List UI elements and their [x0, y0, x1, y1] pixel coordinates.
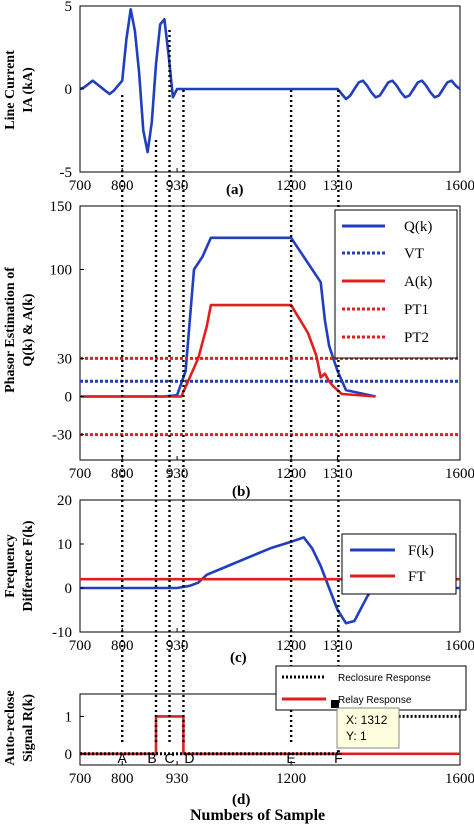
y-tick-label: -10: [52, 625, 72, 641]
y-tick-label: 0: [65, 390, 73, 406]
legend-c-ft: FT: [408, 569, 426, 585]
panel-d-ylabel-line2: Signal R(k): [21, 694, 36, 762]
y-tick-label: 10: [57, 537, 72, 553]
vertical-guides: [121, 30, 340, 745]
legend-b-vt: VT: [404, 246, 424, 262]
y-tick-label: -5: [60, 165, 73, 181]
x-tick-label: 1200: [276, 466, 306, 482]
panel-c-frame: [79, 499, 461, 633]
y-tick-label: 0: [65, 747, 73, 763]
y-tick-label: 20: [57, 493, 72, 509]
panel-b-frame: [79, 205, 461, 461]
panel-d-label: (d): [232, 792, 250, 808]
legend-d-relay: Relay Response: [338, 695, 412, 706]
x-tick-label: 700: [69, 638, 92, 654]
panel-c-ylabel-line2: Difference F(k): [21, 520, 36, 611]
marker-b: B: [147, 750, 156, 766]
x-tick-label: 800: [111, 466, 134, 482]
legend-b-pt1: PT1: [404, 302, 429, 318]
panel-b-label: (b): [232, 484, 250, 500]
legend-b-qk: Q(k): [404, 219, 432, 235]
marker-a: A: [118, 750, 128, 766]
x-tick-label: 700: [69, 466, 92, 482]
panel-d-frame: [79, 693, 461, 766]
legend-b-ak: A(k): [404, 274, 432, 290]
datatip[interactable]: X: 1312 Y: 1: [331, 700, 400, 749]
panel-b-ylabel-line1: Phasor Estimation of: [3, 267, 18, 393]
panel-c-ylabel-line1: Frequency: [3, 534, 18, 598]
panel-a-ylabel-line2: IA (kA): [21, 67, 36, 113]
x-tick-label: 930: [166, 771, 189, 787]
panel-b-ylabel-line2: Q(k) & A(k): [21, 293, 36, 366]
marker-f: F: [334, 750, 343, 766]
legend-c-fk: F(k): [408, 543, 434, 559]
marker-c: C: [164, 750, 174, 766]
marker-d: D: [184, 750, 194, 766]
panel-a-label: (a): [226, 182, 244, 198]
x-tick-label: 1200: [276, 771, 306, 787]
y-tick-label: -30: [52, 428, 72, 444]
series-q-k--panel-1: [80, 236, 376, 398]
x-tick-label: 700: [69, 178, 92, 194]
datatip-x: X: 1312: [346, 713, 388, 727]
x-tick-label: 700: [69, 771, 92, 787]
panel-d-ylabel-line1: Auto-reclose: [3, 690, 18, 765]
x-tick-label: 1600: [445, 178, 474, 194]
marker-e: E: [286, 750, 295, 766]
y-tick-label: 0: [65, 82, 73, 98]
y-tick-label: 5: [65, 0, 73, 15]
y-tick-label: 100: [50, 263, 73, 279]
plot-layer: [79, 8, 461, 756]
x-tick-label: 800: [111, 771, 134, 787]
legend-b-pt2: PT2: [404, 330, 429, 346]
legend-b: Q(k) VT A(k) PT1 PT2: [334, 209, 458, 359]
panel-c-label: (c): [230, 650, 247, 666]
x-tick-label: 1600: [445, 771, 474, 787]
y-tick-label: 0: [65, 581, 73, 597]
x-tick-label: 1600: [445, 466, 474, 482]
series-reclosure-response-panel-3: [80, 714, 460, 756]
datatip-y: Y: 1: [346, 729, 367, 743]
y-tick-label: 1: [65, 709, 73, 725]
series-relay-response-panel-3: [80, 715, 460, 756]
x-tick-label: 930: [166, 466, 189, 482]
legend-c: F(k) FT: [341, 533, 457, 595]
x-tick-label: 1310: [323, 466, 353, 482]
legend-d-reclosure: Reclosure Response: [338, 673, 431, 684]
y-tick-label: 150: [50, 199, 73, 215]
panel-a-ylabel-line1: Line Current: [3, 50, 18, 130]
y-tick-label: 30: [57, 351, 72, 367]
series-line-panel-0: [79, 8, 461, 154]
x-axis-label: Numbers of Sample: [190, 807, 325, 824]
legend-d: Reclosure Response Relay Response: [275, 665, 467, 711]
x-tick-label: 1600: [445, 638, 474, 654]
